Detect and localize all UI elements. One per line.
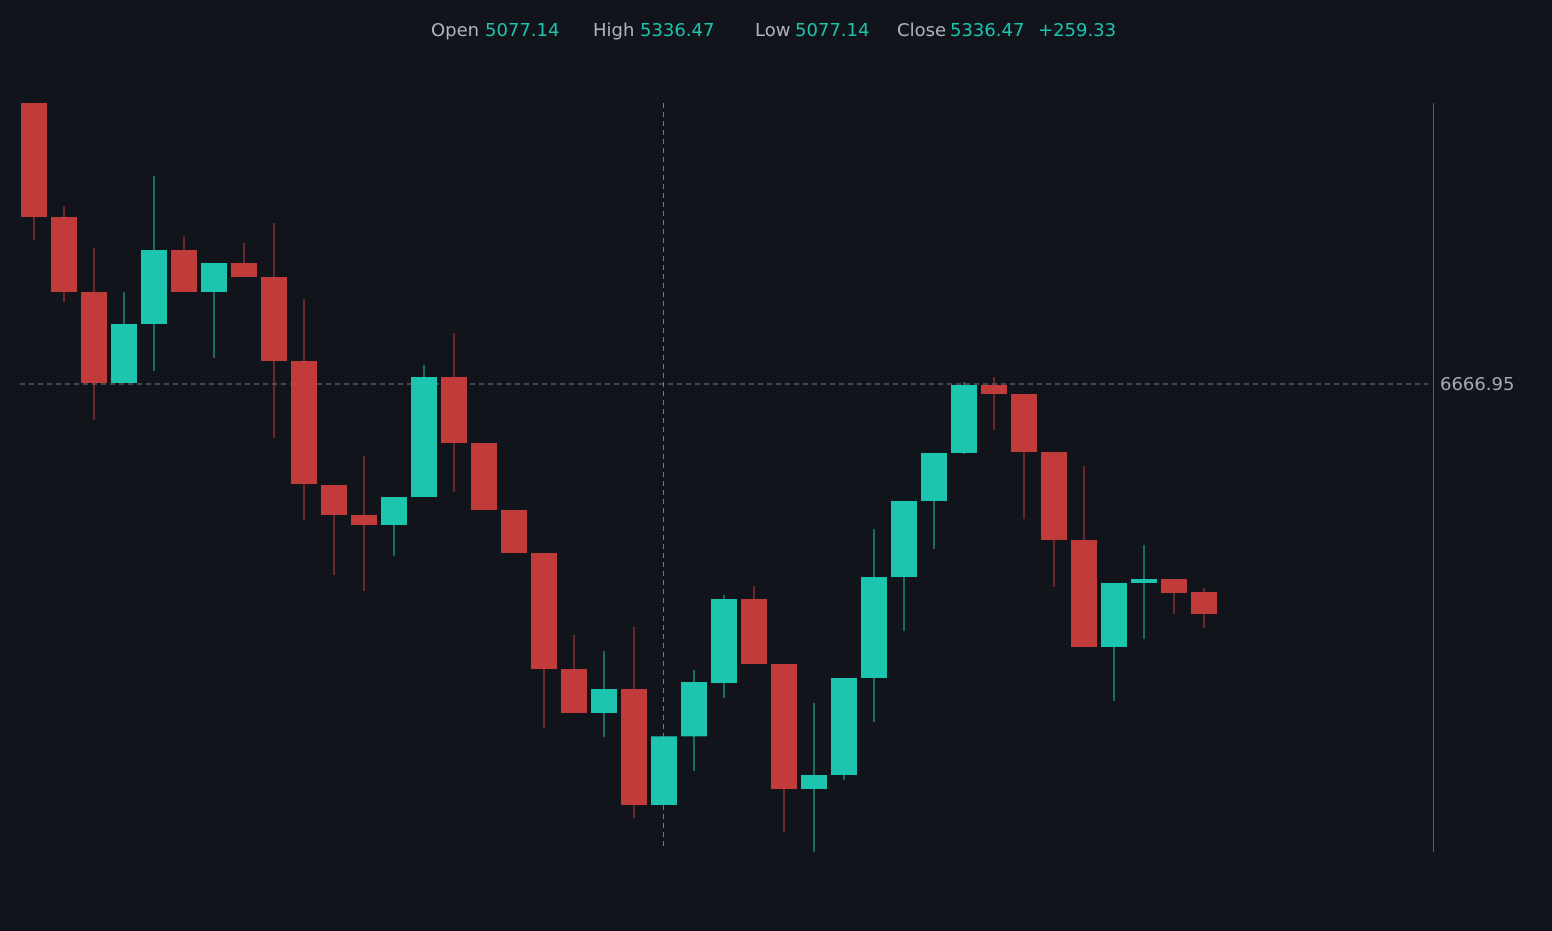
header: Open 5077.14 High 5336.47 Low 5077.14 Cl… <box>431 20 1116 41</box>
candle-body <box>141 249 167 325</box>
header-label: High <box>593 20 634 41</box>
header-label: Open <box>431 20 479 41</box>
candle-body <box>381 497 407 526</box>
header-value: 5336.47 <box>640 20 714 41</box>
candle-body <box>771 664 797 790</box>
candle-body <box>471 443 497 511</box>
candle-body <box>171 249 197 293</box>
candle-body <box>801 775 827 790</box>
candle-body <box>621 689 647 806</box>
header-label: Low <box>755 20 790 41</box>
candle-body <box>951 384 977 453</box>
candle-body <box>891 500 917 578</box>
candle-body <box>861 577 887 679</box>
header-label: Close <box>897 20 946 41</box>
candle-body <box>111 324 137 383</box>
candle-body <box>501 510 527 553</box>
candle-body <box>441 376 467 444</box>
candle-body <box>1101 583 1127 647</box>
candle-body <box>291 360 317 485</box>
candle-body <box>261 276 287 361</box>
candle-body <box>681 682 707 737</box>
header-value: 5336.47 <box>950 20 1024 41</box>
candle-body <box>1011 394 1037 453</box>
candle-body <box>921 452 947 501</box>
candle-body <box>561 669 587 714</box>
candle-body <box>51 217 77 293</box>
candle-body <box>231 263 257 277</box>
candle-body <box>411 376 437 498</box>
candle-body <box>1071 540 1097 647</box>
candle-body <box>741 599 767 665</box>
candle-body <box>531 553 557 670</box>
candle-body <box>21 103 47 218</box>
candle-body <box>1161 579 1187 593</box>
candle-body <box>81 292 107 383</box>
candle-body <box>1131 579 1157 584</box>
candle-body <box>711 599 737 684</box>
candle-body <box>321 484 347 515</box>
candle-body <box>1041 452 1067 541</box>
candle-body <box>1191 592 1217 615</box>
crosshair-price-label: 6666.95 <box>1440 374 1514 395</box>
header-change: +259.33 <box>1038 20 1116 41</box>
header-value: 5077.14 <box>795 20 869 41</box>
candle-body <box>201 263 227 293</box>
candle-body <box>651 736 677 806</box>
header-value: 5077.14 <box>485 20 559 41</box>
candle-body <box>591 689 617 714</box>
candle-body <box>351 514 377 526</box>
candle-body <box>981 384 1007 395</box>
candle-body <box>831 678 857 776</box>
